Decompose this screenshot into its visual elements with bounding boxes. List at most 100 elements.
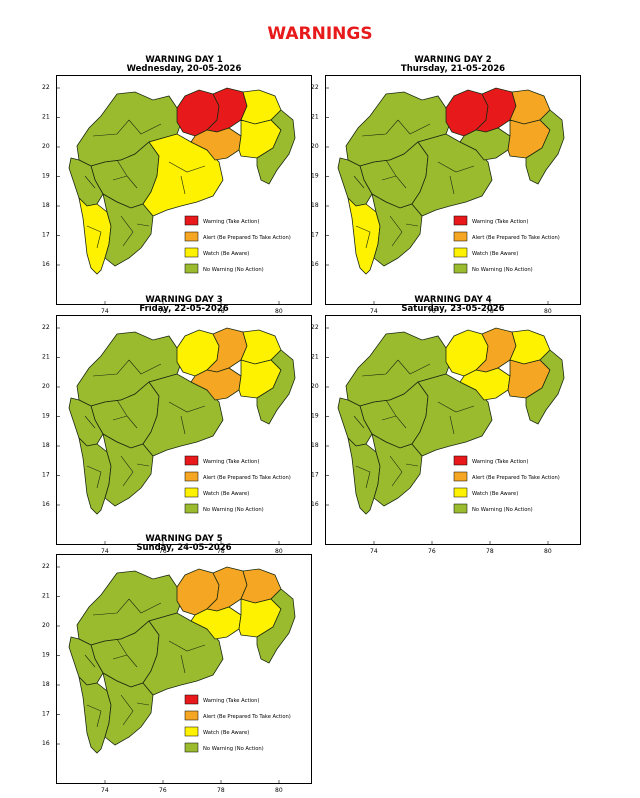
y-tick-label: 16 [311,261,319,268]
warning-panel: WARNING DAY 2 Thursday, 21-05-2026 Warning… [311,55,581,315]
district-boundary [84,654,102,728]
legend-label: Watch (Be Aware) [203,491,249,497]
x-tick-label: 76 [159,787,167,794]
legend-label: No Warning (No Action) [203,507,264,513]
district-zone-marathwada [142,612,224,696]
y-tick-label: 19 [311,413,319,420]
y-tick-label: 16 [42,261,50,268]
district-zone-konkan-s [78,196,112,275]
x-tick-label: 80 [275,308,283,315]
y-tick-label: 18 [42,681,50,688]
x-tick-label: 80 [544,308,552,315]
district-zone-central [371,433,423,507]
district-boundary [437,161,475,195]
district-boundary [92,598,162,616]
legend-swatch-nowarning [453,263,468,274]
legend-label: No Warning (No Action) [472,267,533,273]
district-boundary [168,640,206,674]
y-tick-label: 19 [311,173,319,180]
district-zone-vid-se [256,349,296,425]
district-zone-vid-se [256,109,296,185]
district-boundary [84,415,102,489]
district-boundary [120,455,150,487]
y-tick-label: 19 [42,173,50,180]
panel-date: Friday, 22-05-2026 [139,304,229,314]
maharashtra-map: Warning (Take Action) Alert (Be Prepared … [57,566,296,783]
y-tick-label: 21 [42,593,50,600]
x-tick-label: 76 [159,548,167,555]
page-title: WARNINGS [267,24,373,44]
x-tick-label: 78 [217,548,225,555]
x-tick-label: 78 [486,308,494,315]
y-tick-label: 22 [311,324,319,331]
district-zone-vid-se [525,349,565,425]
x-tick-label: 74 [101,787,109,794]
warning-panel: WARNING DAY 3 Friday, 22-05-2026 Warning (… [42,295,312,555]
warning-panel: WARNING DAY 1 Wednesday, 20-05-2026 Warnin… [42,55,312,315]
x-tick-label: 76 [428,308,436,315]
legend-label: Watch (Be Aware) [203,251,249,257]
legend-label: Alert (Be Prepared To Take Action) [472,235,560,241]
legend-swatch-warning [453,455,468,466]
legend-label: Warning (Take Action) [472,459,528,465]
panel-title: WARNING DAY 4 [414,295,492,305]
y-tick-label: 20 [42,622,50,629]
x-tick-label: 80 [275,548,283,555]
x-tick-label: 74 [101,548,109,555]
panel-title: WARNING DAY 3 [145,295,223,305]
y-tick-label: 20 [311,383,319,390]
legend-label: Alert (Be Prepared To Take Action) [203,714,291,720]
district-boundary [92,119,162,137]
y-tick-label: 20 [42,143,50,150]
legend-label: Alert (Be Prepared To Take Action) [203,475,291,481]
y-tick-label: 21 [42,354,50,361]
y-tick-label: 18 [311,202,319,209]
panel-date: Sunday, 24-05-2026 [136,543,232,553]
legend-swatch-watch [184,487,199,498]
map-plot: Warning (Take Action) Alert (Be Prepared … [56,315,312,545]
x-tick-label: 80 [544,548,552,555]
district-boundary [112,638,138,668]
y-tick-label: 17 [42,232,50,239]
legend-label: No Warning (No Action) [203,746,264,752]
y-tick-label: 17 [42,472,50,479]
panel-title: WARNING DAY 1 [145,55,223,65]
x-tick-label: 78 [486,548,494,555]
y-tick-label: 18 [42,442,50,449]
district-boundary [112,159,138,189]
x-tick-label: 76 [159,308,167,315]
y-tick-label: 16 [42,740,50,747]
legend-swatch-alert [453,231,468,242]
y-tick-label: 17 [42,711,50,718]
legend-label: Watch (Be Aware) [472,251,518,257]
y-tick-label: 21 [42,114,50,121]
y-tick-label: 22 [42,324,50,331]
district-boundary [353,415,371,489]
district-boundary [120,215,150,247]
legend-label: Watch (Be Aware) [203,730,249,736]
x-tick-label: 74 [370,548,378,555]
legend-swatch-warning [453,215,468,226]
maharashtra-map: Warning (Take Action) Alert (Be Prepared … [57,327,296,544]
legend-label: Alert (Be Prepared To Take Action) [472,475,560,481]
district-boundary [361,119,431,137]
warning-panel: WARNING DAY 5 Sunday, 24-05-2026 Warning (… [42,534,312,794]
y-tick-label: 21 [311,354,319,361]
y-tick-label: 18 [311,442,319,449]
x-tick-label: 78 [217,308,225,315]
y-tick-label: 19 [42,413,50,420]
district-zone-marathwada [411,133,493,217]
panel-title: WARNING DAY 5 [145,534,223,544]
legend-swatch-alert [453,471,468,482]
y-tick-label: 22 [42,563,50,570]
legend-swatch-alert [184,710,199,721]
x-tick-label: 74 [370,308,378,315]
legend-label: Warning (Take Action) [203,698,259,704]
y-tick-label: 22 [311,84,319,91]
map-plot: Warning (Take Action) Alert (Be Prepared … [56,75,312,305]
district-boundary [381,159,407,189]
map-plot: Warning (Take Action) Alert (Be Prepared … [56,554,312,784]
axis-labels: 22 21 20 19 18 17 16 74 76 78 80 [42,324,283,555]
legend-swatch-warning [184,215,199,226]
axis-labels: 22 21 20 19 18 17 16 74 76 78 80 [42,84,283,315]
